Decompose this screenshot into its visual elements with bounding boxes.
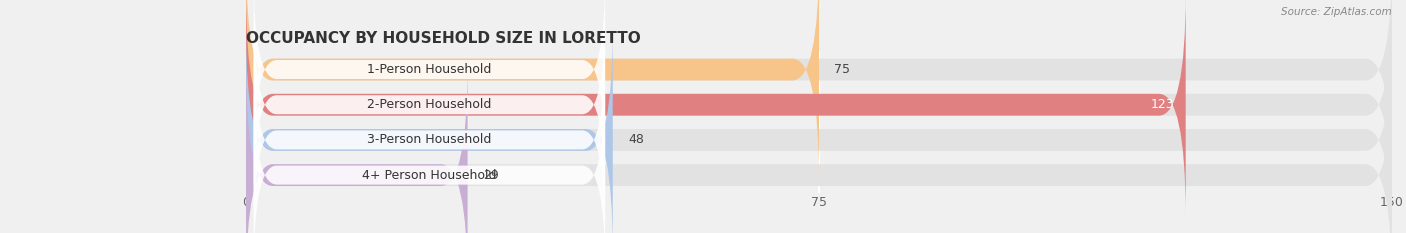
Text: 4+ Person Household: 4+ Person Household (363, 169, 496, 182)
Text: 3-Person Household: 3-Person Household (367, 134, 492, 146)
Text: 29: 29 (482, 169, 499, 182)
FancyBboxPatch shape (253, 0, 605, 166)
Text: 48: 48 (628, 134, 644, 146)
FancyBboxPatch shape (246, 0, 1185, 217)
FancyBboxPatch shape (246, 0, 818, 182)
Text: 123: 123 (1150, 98, 1174, 111)
Text: Source: ZipAtlas.com: Source: ZipAtlas.com (1281, 7, 1392, 17)
FancyBboxPatch shape (246, 28, 613, 233)
FancyBboxPatch shape (246, 0, 1392, 217)
FancyBboxPatch shape (253, 44, 605, 233)
FancyBboxPatch shape (246, 63, 1392, 233)
FancyBboxPatch shape (253, 9, 605, 201)
FancyBboxPatch shape (246, 0, 1392, 182)
FancyBboxPatch shape (246, 63, 468, 233)
FancyBboxPatch shape (253, 79, 605, 233)
Text: 2-Person Household: 2-Person Household (367, 98, 492, 111)
Text: 1-Person Household: 1-Person Household (367, 63, 492, 76)
FancyBboxPatch shape (246, 28, 1392, 233)
Text: 75: 75 (834, 63, 851, 76)
Text: OCCUPANCY BY HOUSEHOLD SIZE IN LORETTO: OCCUPANCY BY HOUSEHOLD SIZE IN LORETTO (246, 31, 641, 46)
